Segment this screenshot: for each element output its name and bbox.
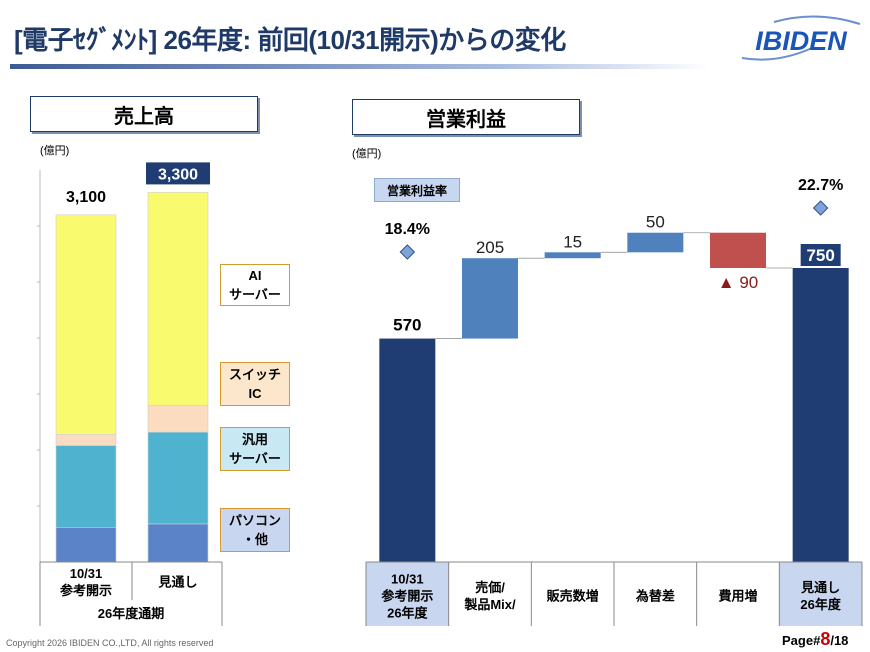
legend-ai-server: AI サーバー: [220, 264, 290, 306]
legend-general-server-line1: 汎用: [241, 432, 268, 447]
sales-bar-segment: [147, 404, 209, 433]
logo-text: IBIDEN: [755, 26, 847, 56]
legend-switch-ic: スイッチ IC: [220, 362, 290, 406]
operating-margin-label: 営業利益率: [374, 178, 460, 202]
sales-bar-segment: [55, 445, 117, 528]
operating-margin-value: 22.7%: [798, 177, 843, 194]
legend-pc-other: パソコン ・他: [220, 508, 290, 552]
sales-total-label: 3,100: [66, 189, 106, 206]
legend-ai-server-line2: サーバー: [229, 287, 281, 302]
operating-margin-marker: [399, 244, 416, 260]
operating-margin-value: 18.4%: [385, 221, 430, 238]
operating-profit-unit: (億円): [352, 148, 382, 160]
profit-total-badge: [800, 244, 841, 266]
title-underline: [10, 64, 710, 69]
page-current: 8: [820, 629, 831, 649]
sales-heading: 売上高: [30, 96, 258, 132]
page-number: Page#8/18: [782, 629, 848, 650]
sales-bar-segment: [147, 523, 209, 563]
profit-category-label: 見通し 26年度: [800, 580, 842, 612]
sales-group-label: 26年度通期: [98, 606, 164, 621]
profit-category-label: 為替差: [636, 589, 675, 604]
sales-bar-segment: [147, 431, 209, 525]
profit-value-label: 15: [563, 232, 582, 251]
profit-category-label: 販売数増: [547, 589, 599, 604]
operating-profit-heading: 営業利益: [352, 99, 580, 135]
profit-table-highlight-end: [779, 562, 862, 626]
profit-value-label: 50: [646, 213, 665, 232]
page-total: /18: [830, 633, 849, 648]
page-title: [電子ｾｸﾞﾒﾝﾄ] 26年度: 前回(10/31開示)からの変化: [14, 25, 566, 55]
legend-pc-other-line1: パソコン: [228, 513, 281, 528]
sales-bar-segment: [147, 192, 209, 406]
legend-switch-ic-line2: IC: [248, 386, 262, 401]
profit-table-highlight-start: [366, 562, 449, 626]
profit-bar: [462, 258, 518, 339]
profit-bar: [710, 232, 766, 268]
profit-bar: [627, 232, 684, 253]
legend-ai-server-line1: AI: [248, 268, 262, 283]
profit-value-label: 570: [393, 316, 421, 335]
sales-bar-segment: [55, 526, 117, 563]
page-prefix: Page#: [782, 633, 821, 648]
sales-total-label: 3,300: [158, 166, 198, 183]
legend-switch-ic-line1: スイッチ: [228, 367, 281, 382]
profit-value-label: 205: [476, 238, 504, 257]
profit-category-label: 売価/製品Mix/: [463, 580, 516, 612]
profit-bar: [379, 338, 436, 562]
profit-value-label: 750: [806, 246, 834, 265]
company-logo: IBIDEN: [741, 15, 861, 61]
sales-category-label: 10/31 参考開示: [60, 566, 112, 598]
profit-bar: [792, 268, 849, 562]
sales-category-label: 見通し: [157, 575, 197, 590]
profit-category-label: 費用増: [718, 589, 757, 604]
sales-total-badge: [146, 162, 210, 185]
sales-bar-segment: [55, 214, 117, 435]
profit-value-label: ▲ 90: [718, 273, 758, 292]
profit-bar: [544, 252, 601, 259]
sales-unit: (億円): [40, 145, 70, 157]
operating-margin-marker: [812, 200, 829, 216]
legend-general-server: 汎用 サーバー: [220, 427, 290, 471]
legend-general-server-line2: サーバー: [229, 451, 281, 466]
legend-pc-other-line2: ・他: [241, 532, 268, 547]
copyright: Copyright 2026 IBIDEN CO.,LTD, All right…: [6, 638, 214, 648]
profit-category-label: 10/31 参考開示 26年度: [381, 572, 433, 621]
